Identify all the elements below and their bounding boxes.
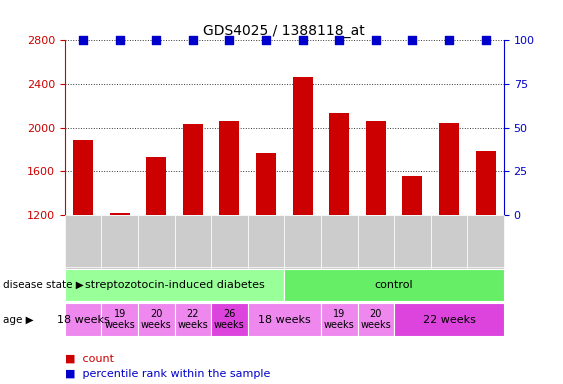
Text: ■  percentile rank within the sample: ■ percentile rank within the sample: [65, 369, 270, 379]
Bar: [366, 121, 386, 215]
Point: [261, 37, 270, 43]
Bar: [293, 78, 312, 215]
Point: [115, 37, 124, 43]
Point: [445, 37, 454, 43]
Point: [188, 37, 197, 43]
Bar: [476, 151, 495, 215]
Point: [408, 37, 417, 43]
Point: [372, 37, 381, 43]
Point: [152, 37, 161, 43]
Bar: [146, 157, 166, 215]
Text: 22 weeks: 22 weeks: [423, 314, 475, 325]
Bar: [403, 176, 422, 215]
Bar: [256, 153, 276, 215]
Text: age ▶: age ▶: [3, 314, 33, 325]
Text: 18 weeks: 18 weeks: [57, 314, 109, 325]
Text: streptozotocin-induced diabetes: streptozotocin-induced diabetes: [84, 280, 265, 290]
Text: 18 weeks: 18 weeks: [258, 314, 311, 325]
Text: 20
weeks: 20 weeks: [360, 309, 391, 331]
Text: ■  count: ■ count: [65, 354, 114, 364]
Bar: [329, 114, 349, 215]
Bar: [73, 140, 93, 215]
Text: 20
weeks: 20 weeks: [141, 309, 172, 331]
Point: [298, 37, 307, 43]
Text: 19
weeks: 19 weeks: [104, 309, 135, 331]
Bar: [220, 121, 239, 215]
Point: [334, 37, 343, 43]
Bar: [183, 124, 203, 215]
Text: control: control: [375, 280, 413, 290]
Bar: [110, 213, 129, 215]
Bar: [439, 123, 459, 215]
Point: [481, 37, 490, 43]
Text: 26
weeks: 26 weeks: [214, 309, 245, 331]
Text: disease state ▶: disease state ▶: [3, 280, 83, 290]
Text: 22
weeks: 22 weeks: [177, 309, 208, 331]
Point: [225, 37, 234, 43]
Point: [79, 37, 88, 43]
Text: 19
weeks: 19 weeks: [324, 309, 355, 331]
Title: GDS4025 / 1388118_at: GDS4025 / 1388118_at: [203, 24, 365, 38]
